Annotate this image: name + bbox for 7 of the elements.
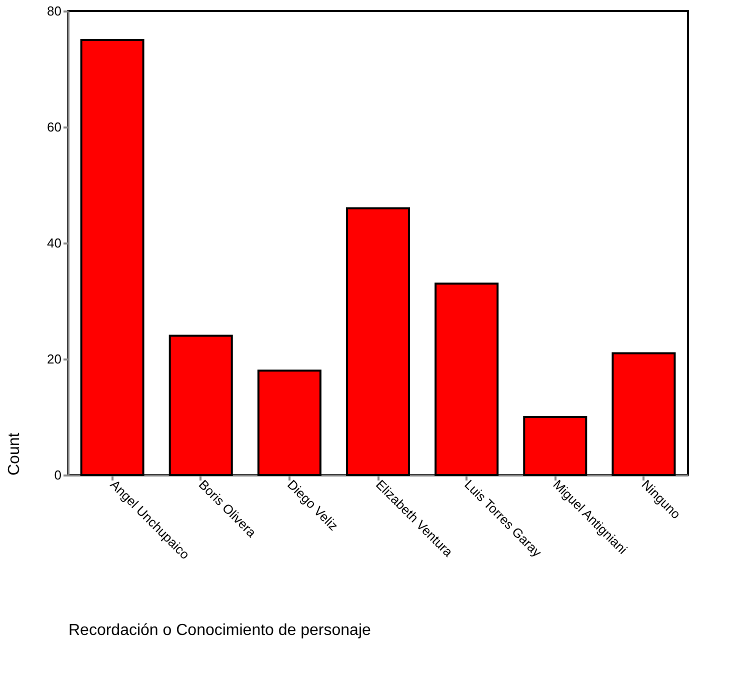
y-tick-label: 80 (47, 4, 62, 18)
x-axis-title: Recordación o Conocimiento de personaje (68, 622, 372, 640)
y-tick-label: 20 (47, 352, 62, 366)
y-tick-label: 40 (47, 236, 62, 250)
y-tick-label: 60 (47, 120, 62, 134)
y-axis-title: Count (6, 432, 24, 476)
y-tick-label: 0 (54, 468, 62, 482)
